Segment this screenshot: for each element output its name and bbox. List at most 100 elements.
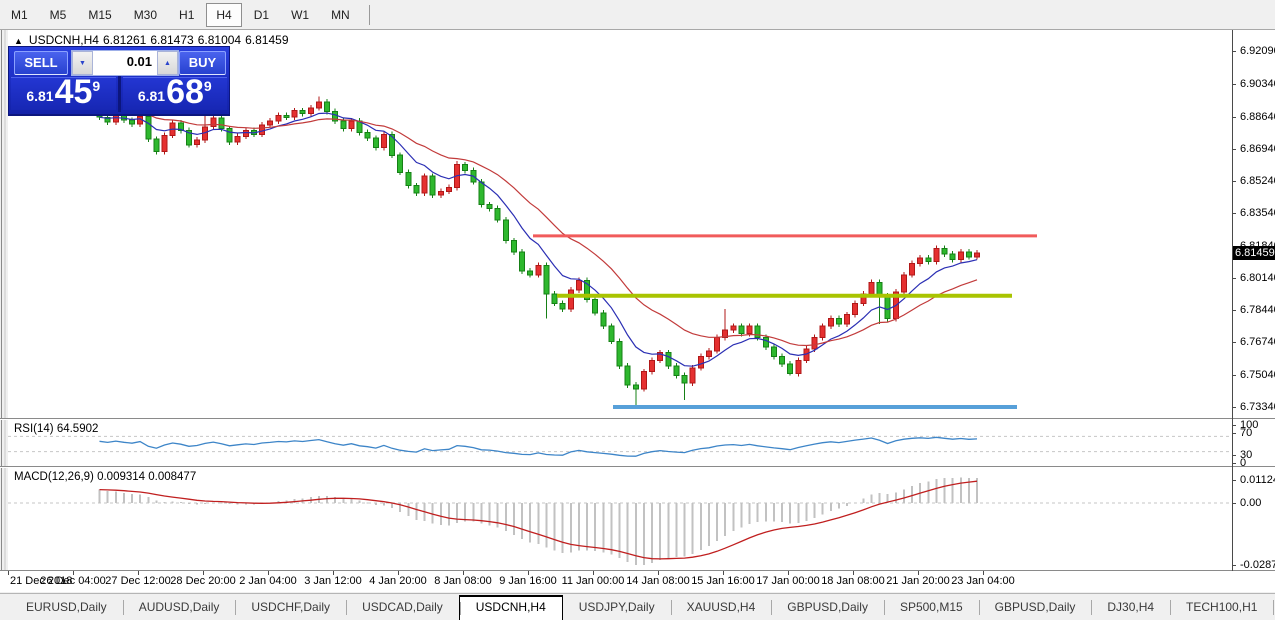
chart-title: ▲ USDCNH,H4 6.81261 6.81473 6.81004 6.81459: [14, 33, 293, 47]
tab-usdjpy-daily[interactable]: USDJPY,Daily: [578, 600, 655, 614]
time-tick: [8, 571, 9, 575]
timeframe-button-m5[interactable]: M5: [49, 7, 67, 22]
time-tick: [658, 571, 659, 575]
time-axis-label: 15 Jan 16:00: [691, 575, 755, 587]
tab-sp500-m15[interactable]: SP500,M15: [883, 595, 979, 620]
timeframe-toolbar: M1 M5 M15 M30 H1 H4 D1 W1 MN: [0, 0, 1275, 30]
axis-tick: [1232, 455, 1236, 456]
panel-separator[interactable]: [0, 466, 1275, 467]
ohlc-close: 6.81459: [245, 33, 289, 47]
rsi-axis-label: 0: [1240, 457, 1247, 469]
tab-gbpusd-daily[interactable]: GBPUSD,Daily: [978, 595, 1092, 620]
ohlc-open: 6.81261: [102, 33, 147, 47]
time-axis-label: 17 Jan 00:00: [756, 575, 820, 587]
buy-price-big: 68: [166, 73, 204, 112]
candlestick-series: [96, 96, 980, 407]
timeframe-button-w1[interactable]: W1: [291, 7, 310, 22]
axis-tick: [1232, 375, 1236, 376]
timeframe-button-h1[interactable]: H1: [179, 7, 195, 22]
macd-histogram: [98, 477, 978, 565]
panel-separator[interactable]: [0, 418, 1275, 419]
time-axis-label: 2 Jan 04:00: [239, 575, 297, 587]
tab-usdcad-daily[interactable]: USDCAD,Daily: [346, 595, 459, 620]
axis-tick: [1232, 565, 1236, 566]
volume-decrease-icon[interactable]: ▼: [72, 51, 93, 75]
price-axis-label: 6.78440: [1240, 304, 1275, 316]
time-axis: 21 Dec 2018 26 Dec 04:00 27 Dec 12:00 28 De…: [0, 571, 1275, 592]
macd-axis-label: 0.00: [1240, 497, 1262, 509]
time-tick: [398, 571, 399, 575]
price-axis-label: 6.76740: [1240, 336, 1275, 348]
timeframe-button-h4[interactable]: H4: [206, 2, 242, 27]
volume-increase-icon[interactable]: ▲: [157, 51, 178, 75]
collapse-panel-icon[interactable]: ▲: [14, 36, 23, 46]
price-axis-line: [1232, 30, 1233, 571]
axis-tick: [1232, 310, 1236, 311]
price-axis-label: 6.80140: [1240, 272, 1275, 284]
time-axis-label: 27 Dec 12:00: [105, 575, 171, 587]
axis-tick: [1232, 433, 1236, 434]
buy-price-button[interactable]: 6.81 68 9: [122, 73, 227, 112]
tab-usdcnh-h4[interactable]: USDCNH,H4: [458, 595, 563, 620]
tab-audusd-daily[interactable]: AUDUSD,Daily: [122, 595, 236, 620]
time-tick: [463, 571, 464, 575]
time-tick: [723, 571, 724, 575]
price-box-divider: [117, 76, 121, 112]
volume-input[interactable]: 0.01: [126, 54, 152, 69]
rsi-label: RSI(14) 64.5902: [14, 423, 99, 435]
time-tick: [138, 571, 139, 575]
price-axis-label: 6.90340: [1240, 78, 1275, 90]
macd-axis-label: -0.028797: [1240, 559, 1275, 571]
tab-xauusd-h4[interactable]: XAUUSD,H4: [670, 595, 772, 620]
macd-panel-canvas[interactable]: [8, 468, 1232, 570]
price-axis-label: 6.92090: [1240, 45, 1275, 57]
sell-button[interactable]: SELL: [14, 51, 68, 75]
rsi-panel-canvas[interactable]: [8, 420, 1232, 466]
toolbar-separator: [368, 4, 370, 25]
timeframe-button-m1[interactable]: M1: [11, 7, 28, 22]
rsi-axis-label: 100: [1240, 419, 1259, 431]
rsi-axis-label: 70: [1240, 427, 1253, 439]
time-tick: [333, 571, 334, 575]
time-axis-label: 23 Jan 04:00: [951, 575, 1015, 587]
time-tick: [593, 571, 594, 575]
axis-tick: [1232, 149, 1236, 150]
current-price-tag: 6.81459: [1233, 246, 1275, 260]
time-tick: [788, 571, 789, 575]
buy-button[interactable]: BUY: [179, 51, 226, 75]
rsi-axis-label: 30: [1240, 449, 1253, 461]
tab-dj30-h4[interactable]: DJ30,H4: [1091, 595, 1170, 620]
time-axis-label: 9 Jan 16:00: [499, 575, 557, 587]
time-tick: [268, 571, 269, 575]
time-tick: [73, 571, 74, 575]
time-axis-label: 8 Jan 08:00: [434, 575, 492, 587]
tab-gbpusd-daily[interactable]: GBPUSD,Daily: [771, 595, 884, 620]
timeframe-button-m30[interactable]: M30: [133, 7, 158, 22]
price-axis-label: 6.86940: [1240, 143, 1275, 155]
time-axis-label: 14 Jan 08:00: [626, 575, 690, 587]
tab-eurusd-daily[interactable]: EURUSD,Daily: [26, 600, 107, 614]
time-axis-label: 3 Jan 12:00: [304, 575, 362, 587]
sell-price-button[interactable]: 6.81 45 9: [11, 75, 116, 110]
time-tick: [983, 571, 984, 575]
macd-axis-label: 0.011242: [1240, 474, 1275, 486]
axis-tick: [1232, 51, 1236, 52]
timeframe-button-m15[interactable]: M15: [88, 7, 112, 22]
tab-ukoil-h1[interactable]: UKOil,H1: [1273, 595, 1275, 620]
chart-tab-bar: EURUSD,Daily AUDUSD,Daily USDCHF,Daily USDC…: [0, 593, 1275, 620]
timeframe-button-mn[interactable]: MN: [331, 7, 350, 22]
sell-price-sup: 9: [92, 78, 101, 94]
buy-price-prefix: 6.81: [137, 88, 166, 104]
tab-tech100-h1[interactable]: TECH100,H1: [1170, 595, 1273, 620]
trade-panel-price-row: 6.81 45 9 6.81 68 9: [9, 73, 229, 112]
axis-tick: [1232, 84, 1236, 85]
time-axis-label: 4 Jan 20:00: [369, 575, 427, 587]
axis-tick: [1232, 463, 1236, 464]
timeframe-button-d1[interactable]: D1: [253, 7, 270, 22]
time-tick: [203, 571, 204, 575]
tab-usdchf-daily[interactable]: USDCHF,Daily: [235, 595, 346, 620]
time-axis-label: 11 Jan 00:00: [561, 575, 625, 587]
time-axis-label: 21 Jan 20:00: [886, 575, 950, 587]
axis-tick: [1232, 213, 1236, 214]
chart-symbol: USDCNH,H4: [28, 33, 99, 47]
